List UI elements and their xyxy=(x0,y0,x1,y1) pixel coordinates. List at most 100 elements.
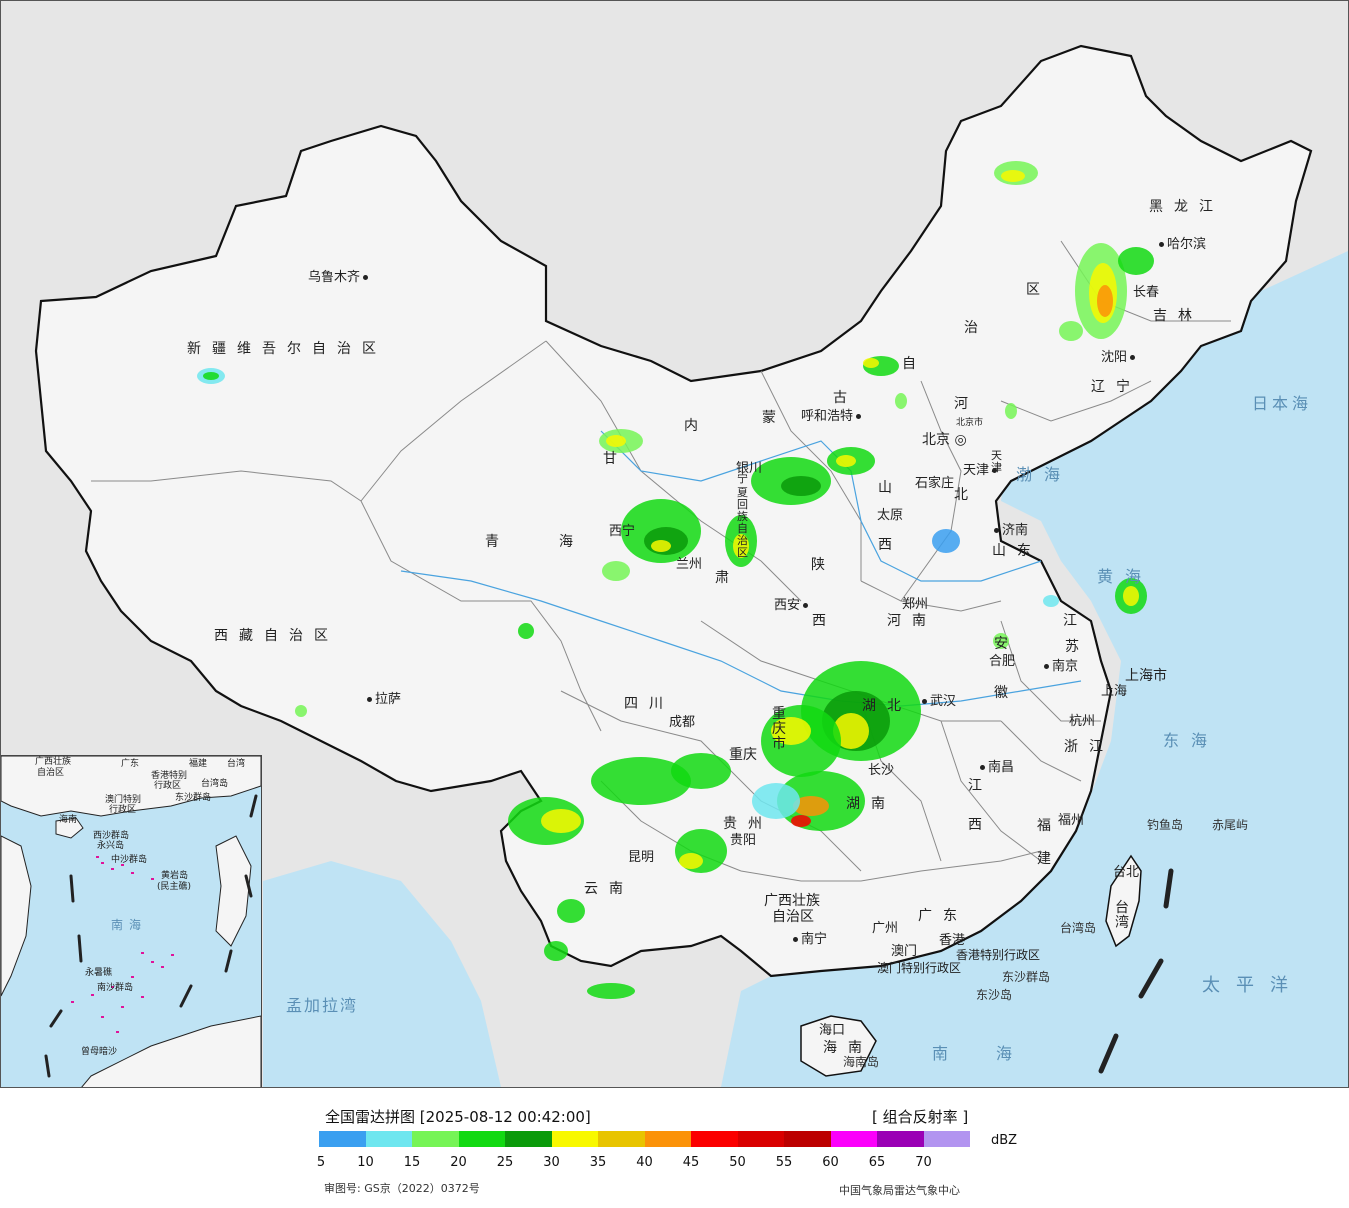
radar-echo xyxy=(651,540,671,552)
legend-title: 全国雷达拼图 [2025-08-12 00:42:00] xyxy=(325,1108,591,1126)
color-swatch xyxy=(691,1131,738,1147)
radar-echo xyxy=(993,633,1009,649)
city-changchun: 长春 xyxy=(1133,285,1160,300)
municipality-label-shanghai: 上海市 xyxy=(1125,668,1167,684)
color-swatch xyxy=(365,1131,412,1147)
province-label-neimenggu-5: 治 xyxy=(964,320,978,336)
city-kunming: 昆明 xyxy=(628,850,655,865)
city-guangzhou: 广州 xyxy=(872,921,899,936)
color-scale-tick: 45 xyxy=(682,1155,700,1170)
inset-label-yongshu: 永暑礁 xyxy=(85,968,113,978)
sea-label-japan: 日本海 xyxy=(1252,394,1313,413)
province-label-sichuan: 四川 xyxy=(624,696,674,712)
color-scale-tick: 20 xyxy=(450,1155,467,1170)
sar-label-hongkong: 香港特别行政区 xyxy=(956,948,1041,962)
color-swatch xyxy=(598,1131,645,1147)
radar-echo xyxy=(518,623,534,639)
radar-echo xyxy=(203,372,219,380)
city-urumqi: 乌鲁木齐 xyxy=(308,271,371,284)
inset-philippines xyxy=(215,835,252,947)
inset-label-dongsha: 东沙群岛 xyxy=(175,793,212,803)
inset-hainan xyxy=(55,817,84,839)
radar-echo xyxy=(544,941,568,961)
province-label-shanxi-2: 西 xyxy=(878,537,892,553)
province-label-hunan: 湖南 xyxy=(846,796,896,812)
inset-label-xisha: 西沙群岛 xyxy=(93,831,130,841)
city-nanchang: 南昌 xyxy=(977,761,1014,774)
province-label-ningxia-2: 夏 xyxy=(737,486,748,499)
city-taiyuan: 太原 xyxy=(877,508,904,523)
province-label-xinjiang: 新疆维吾尔自治区 xyxy=(187,341,387,357)
city-chongqing: 重庆 xyxy=(729,747,757,763)
color-scale-tick: 25 xyxy=(496,1155,514,1170)
inset-label-huangyan: 黄岩岛 xyxy=(161,871,189,881)
inset-label-taiwan: 台湾 xyxy=(227,759,246,769)
province-label-fujian-2: 建 xyxy=(1037,851,1051,867)
province-label-heilongjiang: 黑龙江 xyxy=(1149,199,1224,215)
inset-label-nansha: 南沙群岛 xyxy=(97,983,134,993)
city-tianjin: 天津 xyxy=(963,464,1000,477)
province-label-anhui-1: 安 xyxy=(994,636,1008,652)
color-scale-tick: 10 xyxy=(357,1155,374,1170)
city-taibei: 台北 xyxy=(1113,865,1140,880)
radar-echo xyxy=(295,705,307,717)
sea-area-japan xyxy=(1191,251,1348,481)
radar-echo xyxy=(557,899,585,923)
province-label-guizhou: 贵州 xyxy=(723,816,773,832)
province-label-gansu-1: 甘 xyxy=(603,451,617,467)
inset-label-guangxi: 广西壮族 xyxy=(35,757,72,767)
inset-indochina xyxy=(1,835,32,997)
inset-label-zhongsha: 中沙群岛 xyxy=(111,855,148,865)
province-label-neimenggu-6: 区 xyxy=(1026,282,1040,298)
city-beijing: 北京 ◎ xyxy=(922,432,967,448)
inset-islets xyxy=(71,856,174,1033)
city-hefei: 合肥 xyxy=(989,654,1016,669)
municipality-label-tianjin: 天津 xyxy=(991,449,1002,474)
municipality-label-chongqing: 重庆市 xyxy=(772,706,786,752)
radar-echo xyxy=(771,717,811,745)
color-swatch xyxy=(412,1131,459,1147)
city-fuzhou: 福州 xyxy=(1058,813,1085,828)
province-label-henan: 河南 xyxy=(887,613,937,629)
color-scale xyxy=(319,1131,970,1147)
color-swatch xyxy=(923,1131,970,1147)
sea-label-bohai: 渤海 xyxy=(1016,465,1073,484)
agency-credit: 中国气象局雷达气象中心 xyxy=(839,1184,960,1197)
province-label-qinghai-2: 海 xyxy=(559,534,573,550)
sea-area-bengal xyxy=(263,861,501,1087)
sea-label-south: 南海 xyxy=(932,1044,1061,1063)
inset-label-guangxi-2: 自治区 xyxy=(37,768,65,778)
color-swatch xyxy=(784,1131,831,1147)
radar-echo xyxy=(606,435,626,447)
province-label-ningxia-5: 自 xyxy=(737,522,748,535)
province-label-jiangsu-1: 江 xyxy=(1063,613,1077,629)
color-swatch xyxy=(551,1131,598,1147)
city-hohhot: 呼和浩特 xyxy=(801,410,864,423)
radar-echo xyxy=(752,783,800,819)
radar-echo xyxy=(541,809,581,833)
taiwan-island xyxy=(1105,854,1142,948)
color-scale-tick: 5 xyxy=(316,1155,326,1170)
city-chengdu: 成都 xyxy=(669,715,696,730)
radar-echo xyxy=(679,853,703,869)
province-label-hainan: 海南 xyxy=(823,1040,873,1056)
color-swatch xyxy=(737,1131,784,1147)
radar-echo xyxy=(791,815,811,827)
province-label-ningxia-3: 回 xyxy=(737,498,748,511)
color-scale-tick: 55 xyxy=(775,1155,793,1170)
island-taiwan: 台湾岛 xyxy=(1060,921,1097,935)
city-wuhan: 武汉 xyxy=(919,695,956,708)
inset-mainland xyxy=(1,756,261,817)
inset-canvas xyxy=(1,756,261,1087)
color-scale-tick: 15 xyxy=(403,1155,421,1170)
province-label-liaoning: 辽宁 xyxy=(1091,379,1141,395)
city-xining: 西宁 xyxy=(609,524,636,539)
radar-echo xyxy=(587,983,635,999)
city-nanjing: 南京 xyxy=(1041,660,1078,673)
city-changsha: 长沙 xyxy=(868,763,895,778)
color-scale-tick: 35 xyxy=(589,1155,607,1170)
city-xian: 西安 xyxy=(774,599,811,612)
inset-label-huangyan-2: (民主礁) xyxy=(157,882,192,892)
city-hongkong: 香港 xyxy=(939,933,966,948)
inset-label-guangdong: 广东 xyxy=(121,759,140,769)
